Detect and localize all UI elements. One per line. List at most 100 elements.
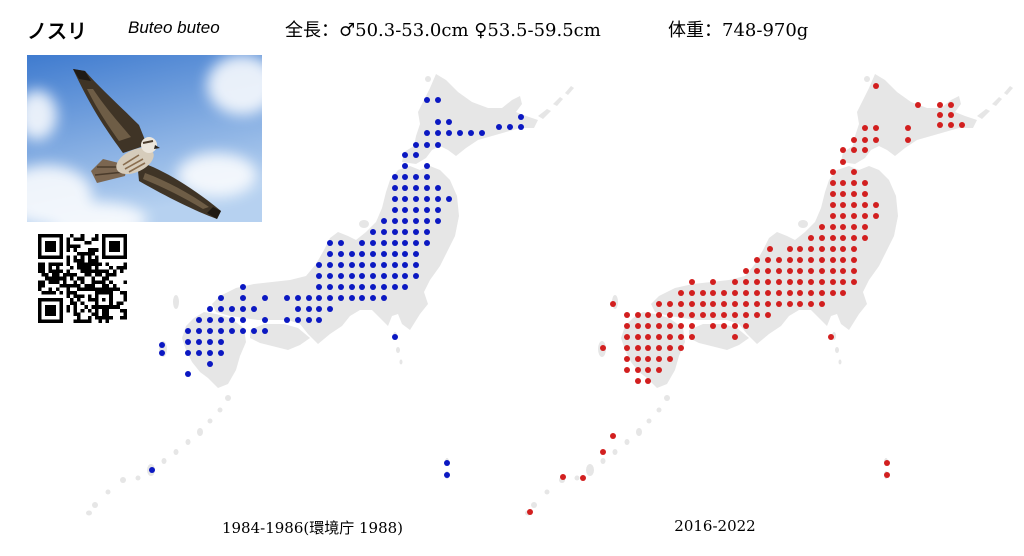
occurrence-dot	[851, 147, 857, 153]
hawk-body	[116, 147, 154, 175]
occurrence-dot	[518, 124, 524, 130]
occurrence-dot	[797, 268, 803, 274]
occurrence-dot	[381, 240, 387, 246]
occurrence-dot	[635, 334, 641, 340]
occurrence-dot	[937, 112, 943, 118]
occurrence-dot	[710, 323, 716, 329]
occurrence-dot	[873, 83, 879, 89]
occurrence-dot	[732, 290, 738, 296]
occurrence-dot	[937, 122, 943, 128]
occurrence-dot	[656, 334, 662, 340]
occurrence-dot	[392, 262, 398, 268]
occurrence-dot	[580, 475, 586, 481]
occurrence-dot	[600, 345, 606, 351]
occurrence-dot	[689, 279, 695, 285]
occurrence-dot	[948, 122, 954, 128]
occurrence-dot	[327, 251, 333, 257]
occurrence-dot	[678, 345, 684, 351]
occurrence-dot	[710, 301, 716, 307]
occurrence-dot	[392, 207, 398, 213]
occurrence-dot	[776, 290, 782, 296]
occurrence-dot	[295, 317, 301, 323]
occurrence-dot	[840, 235, 846, 241]
occurrence-dot	[402, 240, 408, 246]
occurrence-dot	[359, 240, 365, 246]
occurrence-dot	[207, 361, 213, 367]
occurrence-dot	[840, 268, 846, 274]
occurrence-dot	[830, 290, 836, 296]
species-scientific-name: Buteo buteo	[128, 18, 220, 37]
occurrence-dot	[327, 284, 333, 290]
occurrence-dot	[185, 328, 191, 334]
occurrence-dot	[295, 306, 301, 312]
occurrence-dot	[787, 279, 793, 285]
occurrence-dot	[721, 290, 727, 296]
occurrence-dot	[851, 257, 857, 263]
occurrence-dot	[754, 312, 760, 318]
occurrence-dot	[218, 350, 224, 356]
occurrence-dot	[710, 279, 716, 285]
occurrence-dot	[635, 378, 641, 384]
occurrence-dot	[185, 350, 191, 356]
occurrence-dot	[381, 251, 387, 257]
occurrence-dot	[284, 317, 290, 323]
occurrence-dot	[830, 268, 836, 274]
occurrence-dot	[645, 367, 651, 373]
occurrence-dot	[392, 273, 398, 279]
occurrence-dot	[262, 317, 268, 323]
occurrence-dot	[413, 218, 419, 224]
occurrence-dot	[678, 312, 684, 318]
occurrence-dot	[218, 295, 224, 301]
occurrence-dot	[359, 284, 365, 290]
occurrence-dot	[732, 323, 738, 329]
occurrence-dot	[496, 124, 502, 130]
map-1984-1986	[86, 74, 574, 516]
occurrence-dot	[413, 185, 419, 191]
occurrence-dot	[457, 130, 463, 136]
body-weight-text: 体重：748-970g	[668, 20, 809, 41]
occurrence-dot	[830, 257, 836, 263]
occurrence-dot	[765, 268, 771, 274]
occurrence-dot	[624, 323, 630, 329]
occurrence-dot	[635, 345, 641, 351]
occurrence-dot	[819, 279, 825, 285]
occurrence-dot	[413, 273, 419, 279]
occurrence-dot	[370, 229, 376, 235]
occurrence-dot	[840, 279, 846, 285]
occurrence-dot	[402, 185, 408, 191]
occurrence-dot	[840, 290, 846, 296]
occurrence-dot	[819, 224, 825, 230]
occurrence-dot	[948, 102, 954, 108]
occurrence-dot	[424, 174, 430, 180]
occurrence-dot	[732, 334, 738, 340]
occurrence-dot	[370, 251, 376, 257]
occurrence-dot	[159, 350, 165, 356]
occurrence-dot	[402, 229, 408, 235]
occurrence-dot	[873, 202, 879, 208]
occurrence-dot	[338, 251, 344, 257]
occurrence-dot	[424, 207, 430, 213]
occurrence-dot	[905, 137, 911, 143]
qr-modules	[38, 234, 127, 323]
occurrence-dot	[862, 235, 868, 241]
occurrence-dot	[754, 257, 760, 263]
occurrence-dot	[862, 213, 868, 219]
occurrence-dot	[667, 301, 673, 307]
occurrence-dot	[196, 350, 202, 356]
occurrence-dot	[754, 279, 760, 285]
occurrence-dot	[381, 295, 387, 301]
occurrence-dot	[830, 180, 836, 186]
occurrence-dot	[645, 312, 651, 318]
occurrence-dot	[413, 240, 419, 246]
occurrence-dot	[424, 185, 430, 191]
occurrence-dot	[479, 130, 485, 136]
occurrence-dot	[819, 246, 825, 252]
occurrence-dot	[381, 273, 387, 279]
occurrence-dot	[721, 301, 727, 307]
occurrence-dot	[435, 97, 441, 103]
occurrence-dot	[635, 323, 641, 329]
occurrence-dot	[884, 472, 890, 478]
occurrence-dot	[840, 159, 846, 165]
occurrence-dot	[218, 328, 224, 334]
occurrence-dot	[435, 142, 441, 148]
